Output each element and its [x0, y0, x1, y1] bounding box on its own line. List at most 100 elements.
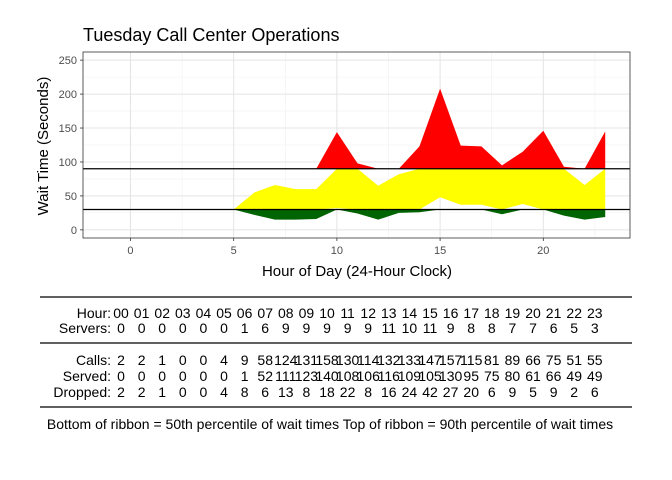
table-cell: 3 — [591, 320, 599, 336]
x-tick-label: 5 — [231, 245, 237, 257]
table-cell: 130 — [439, 368, 463, 384]
table-cell: 21 — [546, 305, 562, 321]
table-cell: 1 — [241, 320, 249, 336]
table-cell: 0 — [158, 320, 166, 336]
table-cell: 8 — [241, 384, 249, 400]
table-cell: 20 — [463, 384, 479, 400]
x-axis-label: Hour of Day (24-Hour Clock) — [262, 263, 452, 280]
table-cell: 12 — [360, 305, 376, 321]
table-cell: 123 — [295, 368, 319, 384]
table-cell: 1 — [158, 352, 166, 368]
table-cell: 89 — [505, 352, 521, 368]
table-cell: 08 — [278, 305, 294, 321]
table-cell: 04 — [196, 305, 212, 321]
table-cell: 6 — [550, 320, 558, 336]
table-cell: 158 — [315, 352, 339, 368]
table-cell: 9 — [282, 320, 290, 336]
table-cell: 20 — [525, 305, 541, 321]
y-tick-label: 200 — [59, 89, 77, 101]
table-cell: 2 — [138, 384, 146, 400]
table-cell: 42 — [422, 384, 438, 400]
table-cell: 7 — [529, 320, 537, 336]
y-tick-label: 50 — [65, 191, 77, 203]
table-cell: 58 — [257, 352, 273, 368]
table-cell: 109 — [398, 368, 422, 384]
x-tick-label: 20 — [537, 245, 549, 257]
table-cell: 8 — [467, 320, 475, 336]
y-tick-label: 250 — [59, 55, 77, 67]
table-cell: 6 — [488, 384, 496, 400]
table-cell: 24 — [402, 384, 418, 400]
panel-border — [82, 51, 631, 239]
table-cell: 0 — [220, 320, 228, 336]
table-cell: 6 — [261, 384, 269, 400]
table-cell: 106 — [357, 368, 381, 384]
x-tick-label: 15 — [434, 245, 446, 257]
table-cell: 8 — [488, 320, 496, 336]
x-tick-label: 0 — [127, 245, 133, 257]
table-cell: 0 — [117, 320, 125, 336]
table-cell: 2 — [117, 352, 125, 368]
table-cell: 0 — [117, 368, 125, 384]
table-cell: 2 — [138, 352, 146, 368]
table-cell: 0 — [200, 384, 208, 400]
table-cell: 132 — [377, 352, 401, 368]
table-cell: 108 — [336, 368, 360, 384]
stats-table: Hour: 00 01 02 03 04 05 06 07 08 09 10 11 12 13 14 15 16 1… — [40, 296, 632, 408]
table-cell: 140 — [315, 368, 339, 384]
table-cell: 9 — [447, 320, 455, 336]
ribbon-red — [233, 88, 606, 169]
table-cell: 114 — [357, 352, 380, 368]
table-cell: 13 — [278, 384, 294, 400]
table-cell: 111 — [275, 368, 296, 384]
table-cell: 5 — [570, 320, 578, 336]
ribbon-yellow — [233, 168, 606, 210]
table-cell: 1 — [158, 384, 166, 400]
table-cell: 5 — [529, 384, 537, 400]
table-cell: 1 — [241, 368, 249, 384]
table-cell: 81 — [484, 352, 500, 368]
footnote: Bottom of ribbon = 50th percentile of wa… — [47, 416, 613, 432]
table-cell: 8 — [364, 384, 372, 400]
table-cell: 0 — [200, 352, 208, 368]
plot-area: 0 50 100 150 200 250 0 5 10 15 20 — [59, 51, 631, 257]
table-cell: 18 — [319, 384, 335, 400]
table-cell: 95 — [463, 368, 479, 384]
table-cell: 2 — [117, 384, 125, 400]
table-cell: 147 — [418, 352, 442, 368]
table-cell: 18 — [484, 305, 500, 321]
table-cell: 80 — [505, 368, 521, 384]
table-cell: 8 — [303, 384, 311, 400]
table-cell: 105 — [418, 368, 442, 384]
table-row-label: Dropped: — [53, 384, 111, 400]
table-cell: 115 — [460, 352, 483, 368]
table-cell: 27 — [443, 384, 459, 400]
table-row-label: Servers: — [59, 320, 111, 336]
table-cell: 03 — [175, 305, 191, 321]
table-cell: 0 — [138, 368, 146, 384]
table-cell: 7 — [509, 320, 517, 336]
table-cell: 06 — [237, 305, 253, 321]
table-cell: 0 — [179, 384, 187, 400]
table-cell: 61 — [525, 368, 541, 384]
table-cell: 00 — [113, 305, 129, 321]
table-cell: 116 — [378, 368, 401, 384]
table-cell: 17 — [463, 305, 479, 321]
y-tick-label: 100 — [59, 157, 77, 169]
table-cell: 16 — [381, 384, 397, 400]
chart-title: Tuesday Call Center Operations — [83, 25, 339, 45]
table-cell: 133 — [398, 352, 422, 368]
table-cell: 11 — [423, 320, 438, 336]
table-cell: 02 — [154, 305, 170, 321]
table-cell: 6 — [261, 320, 269, 336]
table-cell: 0 — [138, 320, 146, 336]
table-cell: 157 — [439, 352, 463, 368]
table-cell: 9 — [323, 320, 331, 336]
table-cell: 01 — [134, 305, 150, 321]
table-row-label: Served: — [63, 368, 111, 384]
table-cell: 22 — [566, 305, 582, 321]
x-tick-label: 10 — [331, 245, 343, 257]
table-cell: 22 — [340, 384, 356, 400]
table-cell: 14 — [402, 305, 418, 321]
